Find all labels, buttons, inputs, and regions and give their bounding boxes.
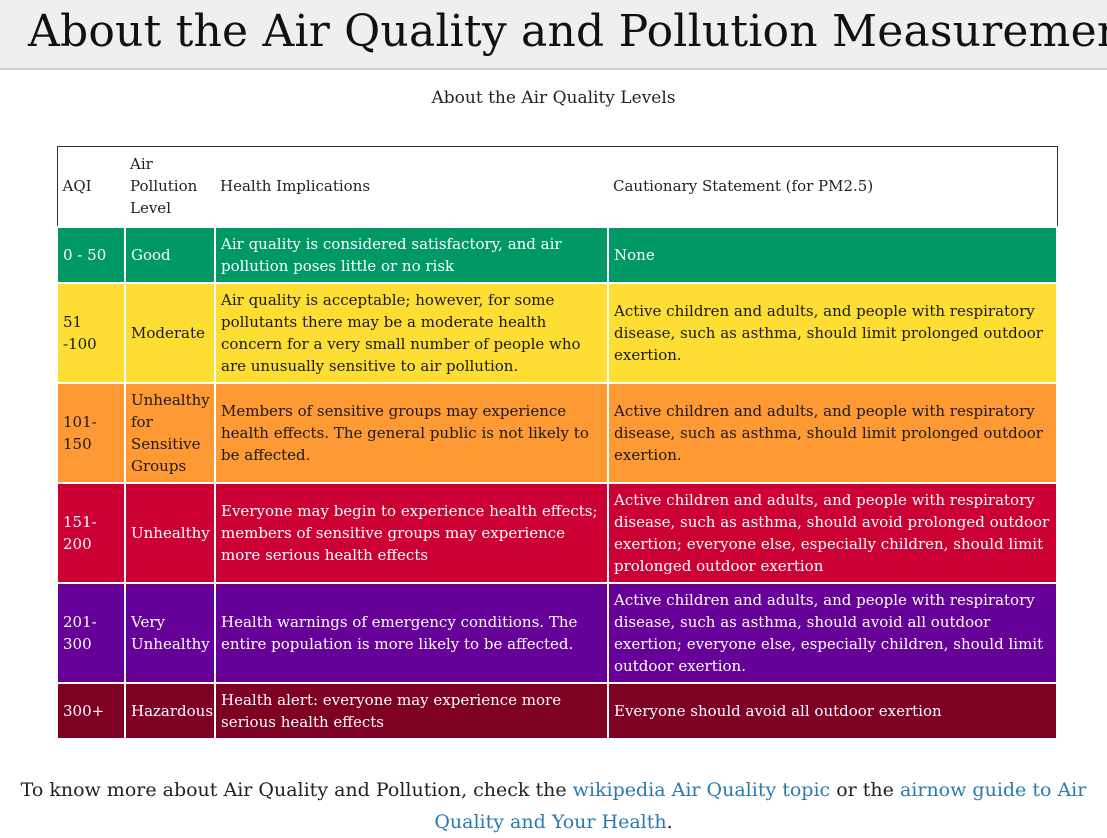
table-row-moderate: 51 -100 Moderate Air quality is acceptab…	[57, 283, 1057, 383]
cautionary-statement: Everyone should avoid all outdoor exerti…	[608, 683, 1057, 739]
footer-text-prefix: To know more about Air Quality and Pollu…	[21, 779, 573, 801]
footer-note: To know more about Air Quality and Pollu…	[20, 774, 1087, 838]
page-header: About the Air Quality and Pollution Meas…	[0, 0, 1107, 70]
table-row-very-unhealthy: 201-300 Very Unhealthy Health warnings o…	[57, 583, 1057, 683]
aqi-range: 0 - 50	[57, 227, 125, 283]
table-row-hazardous: 300+ Hazardous Health alert: everyone ma…	[57, 683, 1057, 739]
health-implications: Health alert: everyone may experience mo…	[215, 683, 608, 739]
cautionary-statement: None	[608, 227, 1057, 283]
table-header-row: AQI Air Pollution Level Health Implicati…	[57, 147, 1057, 227]
pollution-level: Moderate	[125, 283, 215, 383]
table-row-unhealthy-sensitive: 101-150 Unhealthy for Sensitive Groups M…	[57, 383, 1057, 483]
pollution-level: Hazardous	[125, 683, 215, 739]
table-caption: About the Air Quality Levels	[0, 88, 1107, 108]
table-row-unhealthy: 151-200 Unhealthy Everyone may begin to …	[57, 483, 1057, 583]
column-header-health-implications: Health Implications	[215, 147, 608, 227]
column-header-cautionary-statement: Cautionary Statement (for PM2.5)	[608, 147, 1057, 227]
wikipedia-air-quality-link[interactable]: wikipedia Air Quality topic	[573, 779, 831, 801]
aqi-range: 151-200	[57, 483, 125, 583]
page-title: About the Air Quality and Pollution Meas…	[28, 6, 1107, 57]
aqi-range: 300+	[57, 683, 125, 739]
column-header-pollution-level: Air Pollution Level	[125, 147, 215, 227]
health-implications: Health warnings of emergency conditions.…	[215, 583, 608, 683]
cautionary-statement: Active children and adults, and people w…	[608, 383, 1057, 483]
pollution-level: Good	[125, 227, 215, 283]
health-implications: Members of sensitive groups may experien…	[215, 383, 608, 483]
health-implications: Everyone may begin to experience health …	[215, 483, 608, 583]
aqi-range: 201-300	[57, 583, 125, 683]
footer-text-suffix: .	[667, 811, 673, 833]
aqi-range: 51 -100	[57, 283, 125, 383]
health-implications: Air quality is acceptable; however, for …	[215, 283, 608, 383]
health-implications: Air quality is considered satisfactory, …	[215, 227, 608, 283]
pollution-level: Unhealthy for Sensitive Groups	[125, 383, 215, 483]
footer-text-middle: or the	[830, 779, 900, 801]
column-header-aqi: AQI	[57, 147, 125, 227]
cautionary-statement: Active children and adults, and people w…	[608, 283, 1057, 383]
cautionary-statement: Active children and adults, and people w…	[608, 583, 1057, 683]
aqi-levels-table: AQI Air Pollution Level Health Implicati…	[56, 146, 1058, 740]
cautionary-statement: Active children and adults, and people w…	[608, 483, 1057, 583]
pollution-level: Very Unhealthy	[125, 583, 215, 683]
pollution-level: Unhealthy	[125, 483, 215, 583]
table-row-good: 0 - 50 Good Air quality is considered sa…	[57, 227, 1057, 283]
aqi-range: 101-150	[57, 383, 125, 483]
